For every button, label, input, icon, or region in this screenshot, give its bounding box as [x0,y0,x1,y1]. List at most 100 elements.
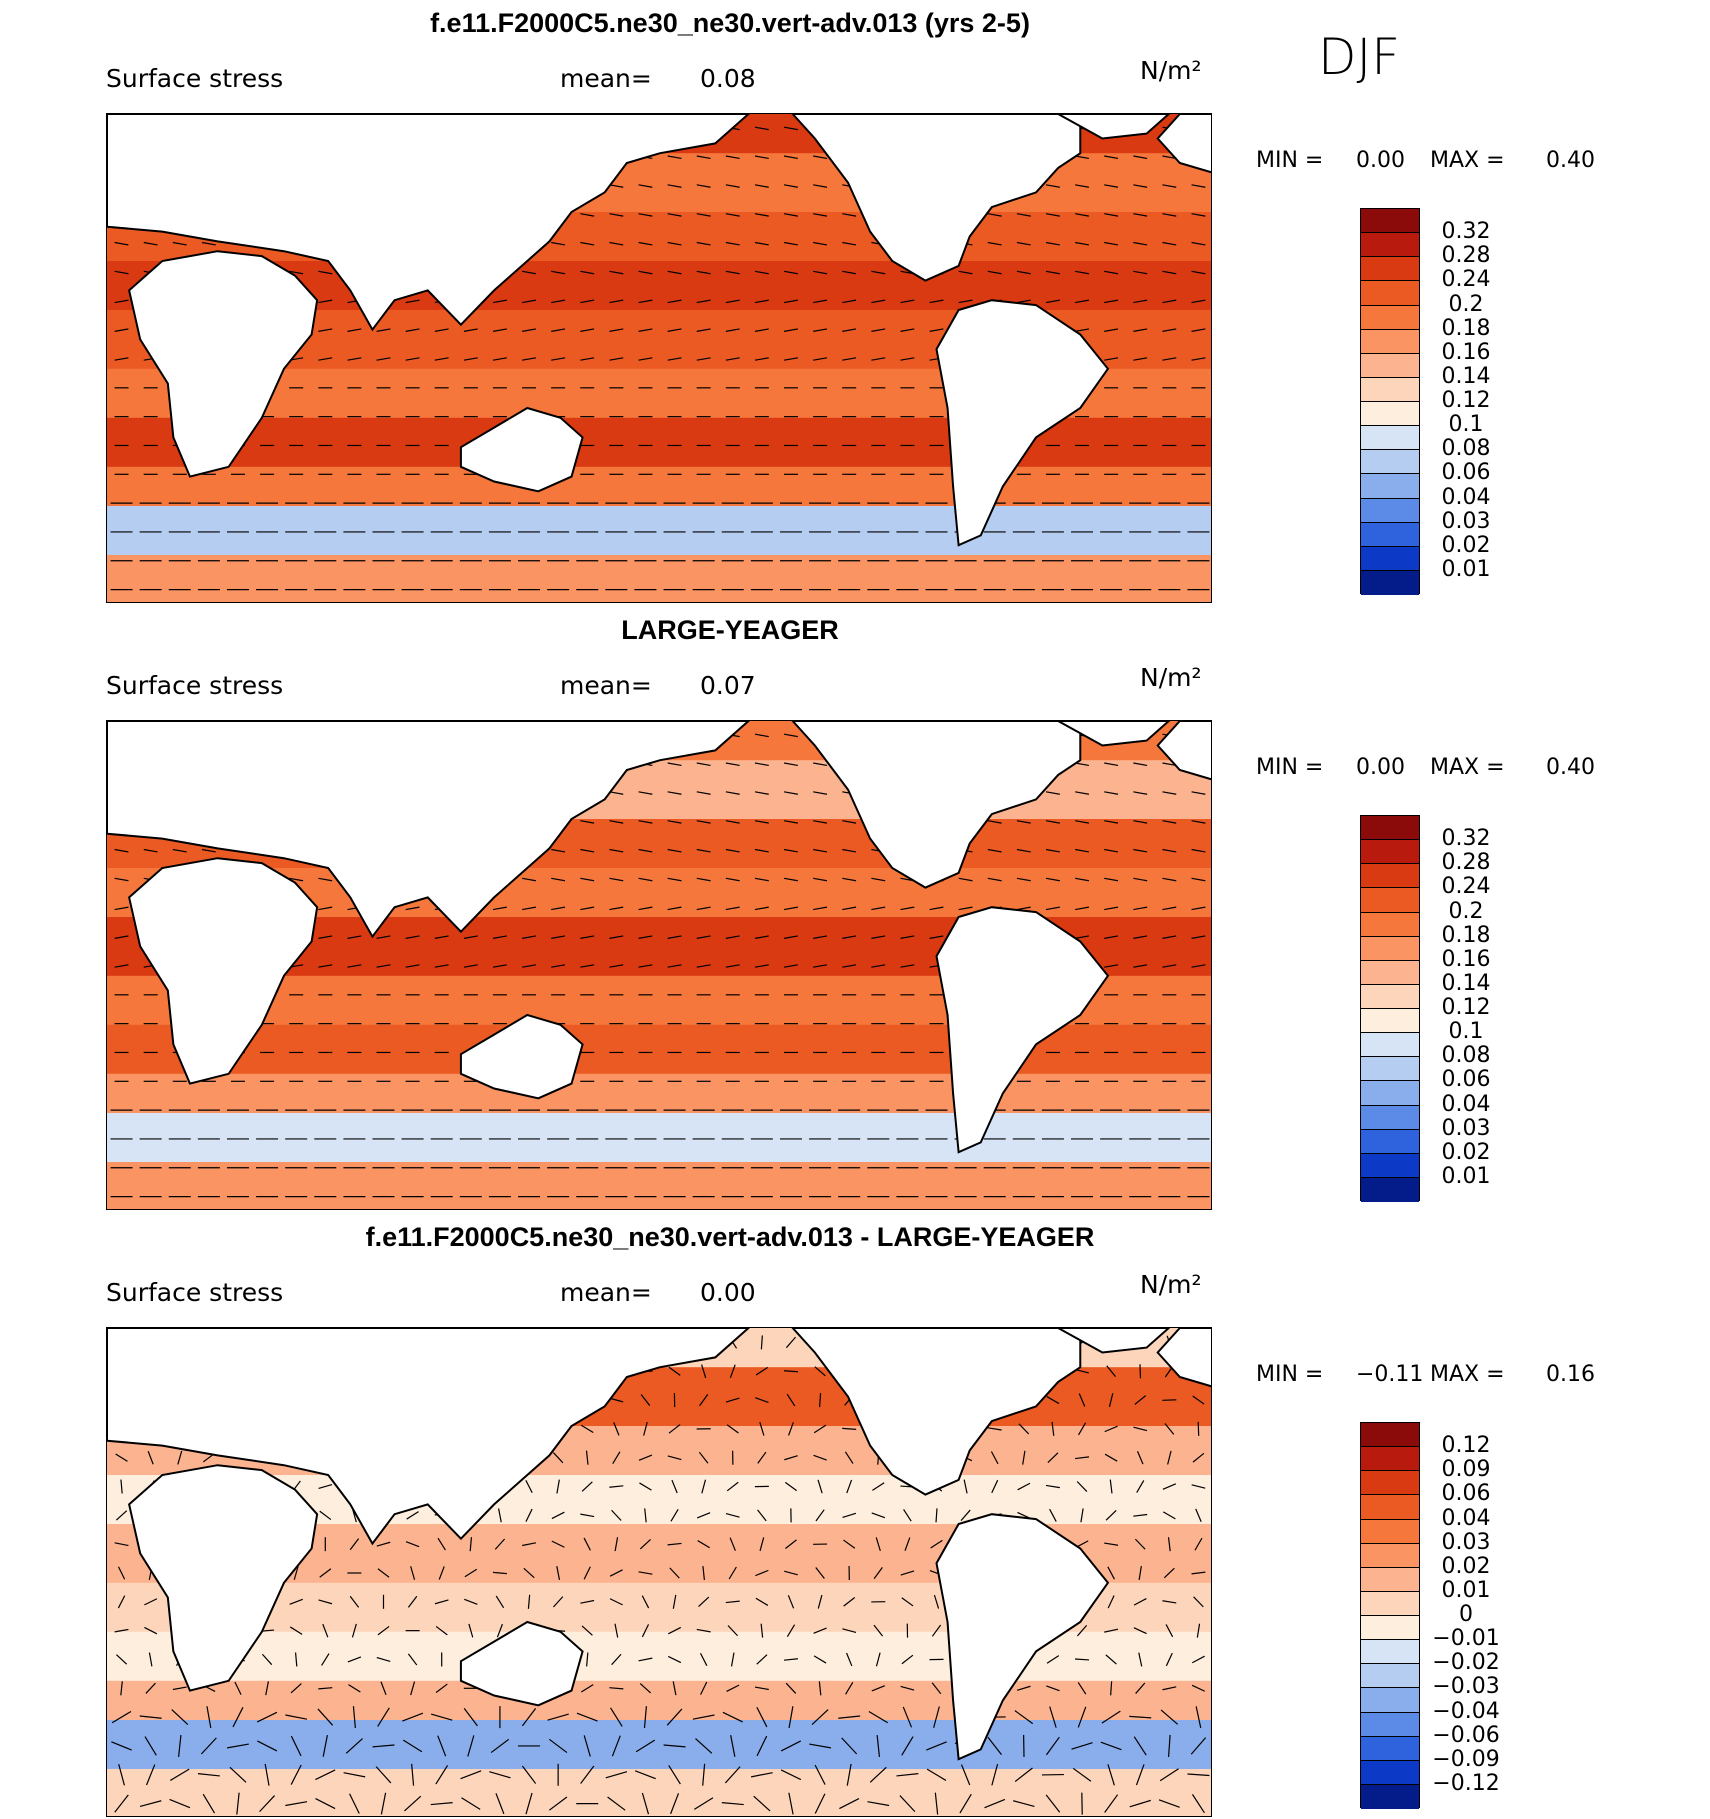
wind-vector [347,357,362,361]
wind-vector [552,1452,564,1464]
wind-vector [638,1454,653,1461]
wind-vector [900,935,915,939]
wind-vector [114,1542,129,1547]
colorbar-swatch [1361,1664,1419,1689]
wind-vector [1133,791,1148,795]
wind-vector [434,964,449,968]
wind-vector [495,1793,505,1815]
continent-outline [459,406,584,493]
wind-vector [1133,241,1148,246]
wind-vector [492,1571,507,1575]
wind-vector [1133,1426,1148,1432]
wind-vector [434,1599,449,1605]
wind-vector [609,299,624,304]
colorbar-tick-label: 0.02 [1441,1553,1491,1579]
wind-vector [783,299,798,304]
wind-vector [1133,328,1148,332]
wind-vector [1104,299,1119,304]
wind-vector [318,1484,333,1490]
wind-vector [725,964,740,968]
colorbar-tick-label: 0.28 [1441,850,1491,876]
wind-vector [750,1772,773,1778]
units-label: N/m² [1140,663,1202,692]
wind-vector [197,1773,220,1777]
wind-vector [1075,762,1090,767]
max-value: 0.40 [1546,148,1595,173]
wind-vector [638,820,653,824]
colorbar [1360,815,1420,1202]
continent-outline [935,1513,1110,1761]
wind-vector [170,1768,190,1781]
wind-vector [702,1763,706,1786]
wind-vector [1077,1682,1087,1695]
wind-vector [1133,820,1148,824]
wind-vector [813,357,828,361]
wind-vector [1192,1452,1205,1463]
colorbar-tick-label: 0.06 [1441,1481,1491,1507]
wind-vector [580,1513,595,1518]
wind-vector [605,1771,628,1779]
wind-vector [702,1565,705,1581]
wind-vector [869,1766,887,1783]
wind-vector [114,906,129,911]
wind-vector [139,1715,162,1719]
wind-vector [437,1537,446,1551]
wind-vector [667,791,682,795]
colorbar-swatch [1361,840,1419,865]
wind-vector [669,1567,680,1579]
wind-vector [434,935,449,939]
wind-vector [643,1421,648,1436]
wind-vector [492,299,507,304]
wind-vector [1104,1425,1118,1433]
wind-vector [1045,1736,1060,1756]
wind-vector [721,1802,744,1806]
wind-vector [522,877,537,882]
wind-vector [696,270,711,275]
variable-label: Surface stress [106,671,284,700]
wind-vector [1045,1484,1060,1489]
wind-vector [494,1538,506,1550]
wind-vector [900,357,915,361]
wind-vector [492,964,507,968]
wind-vector [641,1624,650,1638]
wind-vector [725,877,740,882]
wind-vector [227,1743,249,1749]
wind-vector [1106,1365,1117,1378]
continent-outline [1056,1328,1171,1354]
wind-vector [1191,241,1206,246]
colorbar-tick-label: 0.16 [1441,339,1491,365]
wind-vector [1134,1538,1146,1550]
wind-vector [1162,213,1177,217]
wind-vector [725,1512,740,1518]
mean-label: mean= [560,64,652,93]
wind-vector [958,299,973,304]
wind-vector [754,733,769,738]
wind-vector [958,877,973,882]
colorbar-tick-label: 0.03 [1441,1529,1491,1555]
wind-vector [846,1763,852,1786]
wind-vector [580,1599,595,1604]
wind-vector [901,1736,914,1756]
wind-vector [551,1540,565,1548]
wind-vector [695,1738,713,1754]
wind-vector [1191,820,1206,824]
wind-vector [438,1566,445,1580]
wind-vector [172,241,187,246]
wind-vector [497,1508,502,1523]
wind-vector [813,791,828,795]
wind-vector [376,357,391,361]
wind-vector [1133,270,1148,275]
stress-band [107,466,1211,507]
wind-vector [668,1424,681,1434]
wind-vector [1075,935,1090,939]
wind-vector [522,328,537,332]
wind-vector [1136,1451,1144,1465]
wind-vector [990,1451,999,1465]
wind-vector [1077,1706,1087,1728]
wind-vector [289,877,304,882]
wind-vector [842,848,857,853]
wind-vector [754,184,769,188]
wind-vector [525,1508,533,1522]
wind-vector [641,1792,650,1815]
continent-outline [1156,114,1211,174]
